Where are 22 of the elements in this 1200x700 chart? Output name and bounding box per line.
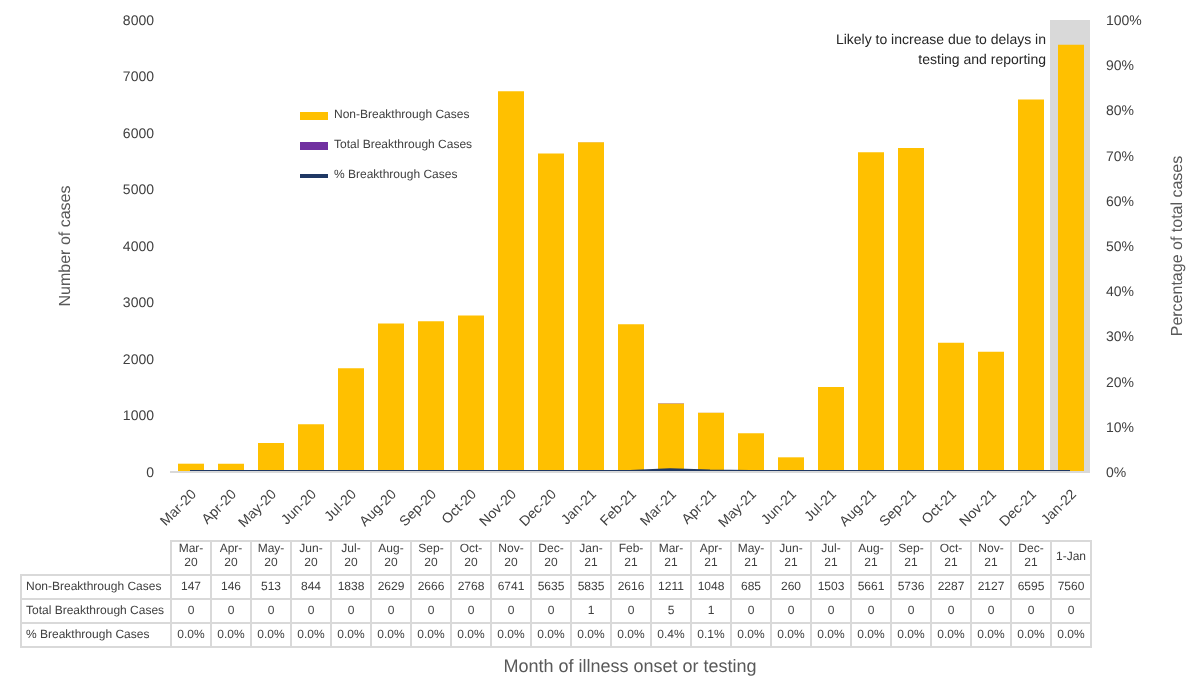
bar: [258, 443, 284, 472]
bar: [858, 152, 884, 472]
bar: [898, 147, 924, 472]
bar: [618, 324, 644, 472]
bar: [938, 342, 964, 472]
text: Month of illness onset or testing: [501, 656, 759, 676]
bar: [698, 412, 724, 472]
bar: [458, 315, 484, 472]
y-axis-title: Number of cases: [55, 185, 74, 307]
bar: [418, 321, 444, 472]
bar: [338, 368, 364, 472]
y2-axis-title: Percentage of total cases: [1167, 155, 1186, 337]
bar: [738, 433, 764, 472]
bar: [498, 91, 524, 472]
bar: [1018, 99, 1044, 472]
bar: [978, 351, 1004, 472]
bar: [538, 153, 564, 472]
bar: [378, 323, 404, 472]
bar: [818, 387, 844, 472]
bar: [658, 403, 684, 472]
bar: [298, 424, 324, 472]
bar: [578, 142, 604, 472]
